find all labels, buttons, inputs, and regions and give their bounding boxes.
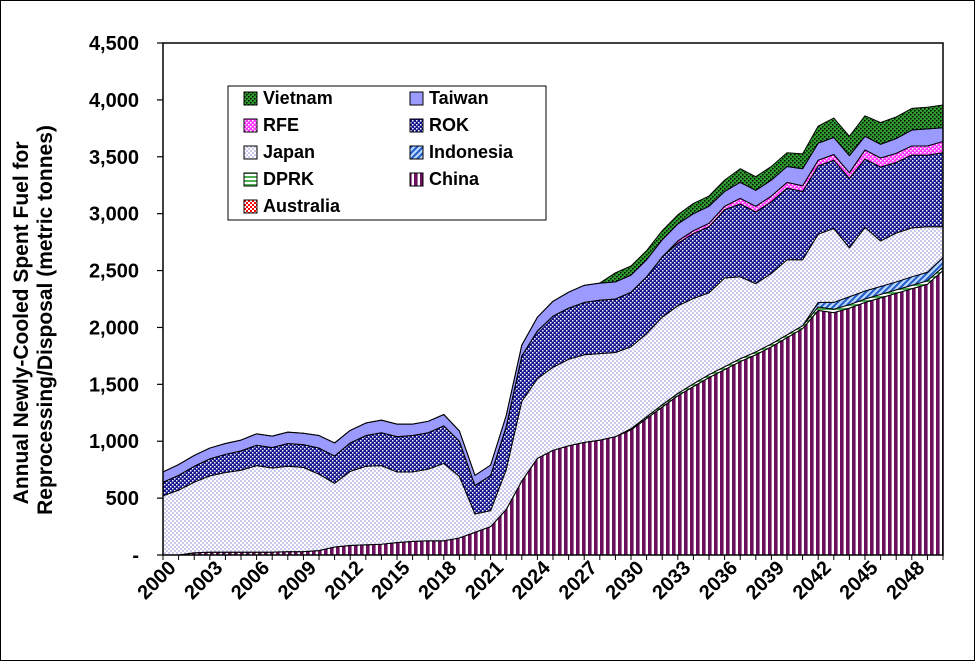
legend-box (227, 85, 547, 221)
legend-label-dprk: DPRK (263, 169, 314, 189)
legend-label-china: China (429, 169, 480, 189)
y-tick-label: 3,500 (89, 147, 139, 169)
legend-label-taiwan: Taiwan (429, 88, 489, 108)
legend-swatch-vietnam (243, 91, 258, 106)
legend-label-rfe: RFE (263, 115, 299, 135)
y-tick-label: 4,500 (89, 33, 139, 55)
legend-swatch-china (409, 172, 424, 187)
y-tick-label: 4,000 (89, 90, 139, 112)
legend-label-australia: Australia (263, 196, 341, 216)
legend-swatch-indonesia (409, 145, 424, 160)
y-axis-title-line-1: Annual Newly-Cooled Spent Fuel for (10, 141, 33, 504)
y-tick-label: 1,000 (89, 431, 139, 453)
y-tick-label: 3,000 (89, 204, 139, 226)
y-axis-title-line-2: Reprocessing/Disposal (metric tonnes) (34, 125, 57, 515)
legend-swatch-rfe (243, 118, 258, 133)
y-axis: - 500 1,000 1,500 2,000 2,500 3,000 3,500 4,000 4… (89, 33, 163, 567)
y-tick-label: 2,500 (89, 261, 139, 283)
y-tick-label: - (132, 545, 139, 567)
legend-swatch-japan (243, 145, 258, 160)
legend-swatch-taiwan (409, 91, 424, 106)
y-tick-label: 500 (106, 488, 139, 510)
legend-swatch-rok (409, 118, 424, 133)
legend-label-rok: ROK (429, 115, 469, 135)
legend-swatch-dprk (243, 172, 258, 187)
y-tick-label: 1,500 (89, 374, 139, 396)
legend-label-japan: Japan (263, 142, 315, 162)
legend-swatch-australia (243, 199, 258, 214)
y-axis-title: Annual Newly-Cooled Spent Fuel for Repro… (10, 125, 57, 515)
legend: Vietnam Taiwan RFE ROK Japan Indonesia DPRK Chi… (227, 85, 547, 221)
legend-label-vietnam: Vietnam (263, 88, 333, 108)
y-tick-label: 2,000 (89, 317, 139, 339)
legend-label-indonesia: Indonesia (429, 142, 514, 162)
